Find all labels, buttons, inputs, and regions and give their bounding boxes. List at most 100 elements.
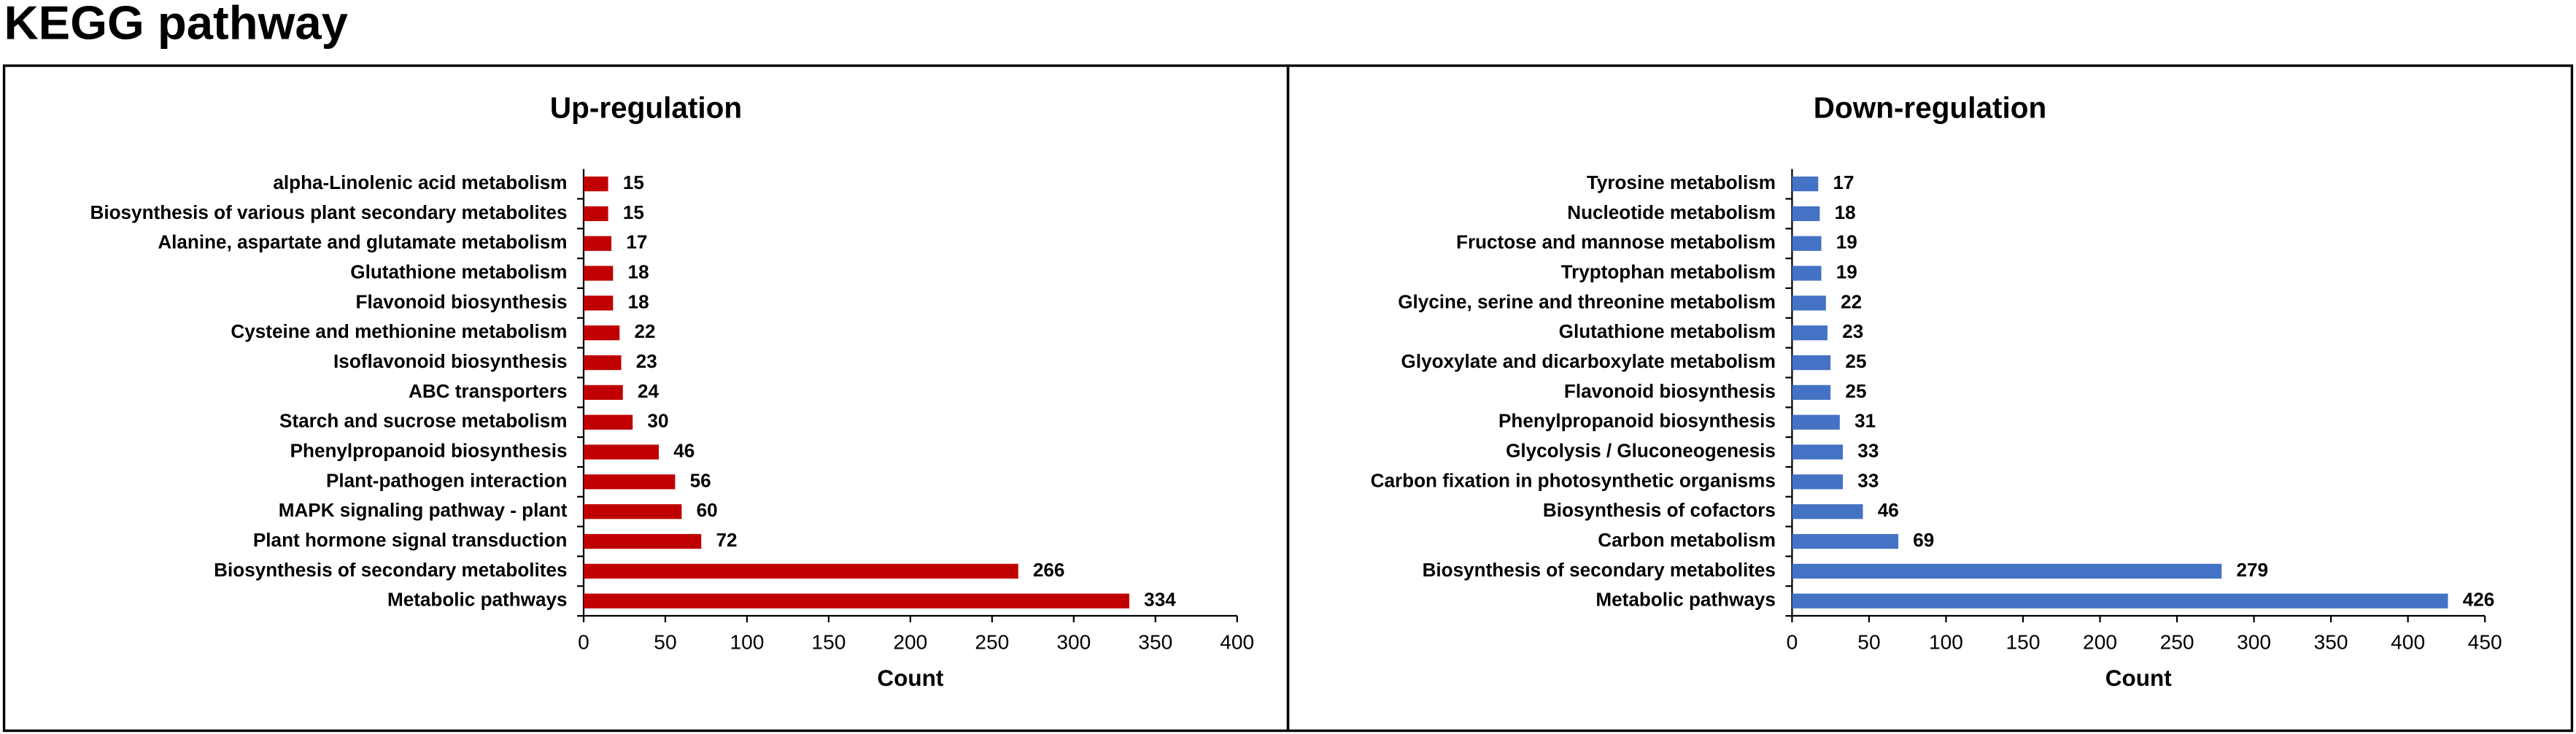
bar bbox=[1792, 355, 1831, 371]
bar bbox=[584, 325, 620, 341]
value-label: 18 bbox=[1835, 201, 1856, 223]
value-label: 19 bbox=[1836, 260, 1857, 282]
x-tick-label: 50 bbox=[1857, 631, 1880, 654]
category-label: Starch and sucrose metabolism bbox=[279, 410, 567, 432]
bar bbox=[1792, 504, 1863, 519]
bar bbox=[584, 414, 633, 430]
category-label: Glutathione metabolism bbox=[1559, 320, 1776, 342]
bar bbox=[584, 266, 614, 281]
bar bbox=[584, 385, 623, 401]
bar bbox=[1792, 176, 1819, 192]
category-label: alpha-Linolenic acid metabolism bbox=[273, 171, 567, 193]
bar bbox=[584, 236, 612, 251]
bar bbox=[1792, 474, 1844, 490]
x-tick-label: 100 bbox=[730, 631, 764, 654]
value-label: 56 bbox=[690, 469, 711, 491]
bar bbox=[584, 474, 676, 490]
x-axis-label: Count bbox=[2105, 665, 2172, 691]
category-label: Tryptophan metabolism bbox=[1561, 260, 1776, 282]
bar bbox=[584, 355, 622, 371]
x-tick-label: 250 bbox=[975, 631, 1009, 654]
x-tick-label: 0 bbox=[578, 631, 589, 654]
category-label: Fructose and mannose metabolism bbox=[1456, 231, 1776, 253]
x-tick-label: 150 bbox=[2006, 631, 2041, 654]
value-label: 23 bbox=[1842, 320, 1863, 342]
x-tick-label: 100 bbox=[1929, 631, 1963, 654]
value-label: 25 bbox=[1845, 380, 1866, 402]
x-tick-label: 200 bbox=[2083, 631, 2117, 654]
category-label: Flavonoid biosynthesis bbox=[356, 290, 568, 312]
bar bbox=[584, 533, 702, 549]
value-label: 72 bbox=[716, 529, 737, 551]
value-label: 31 bbox=[1854, 410, 1876, 432]
bar bbox=[1792, 295, 1826, 311]
value-label: 15 bbox=[623, 171, 644, 193]
category-label: Glycine, serine and threonine metabolism bbox=[1398, 290, 1776, 312]
category-label: Biosynthesis of various plant secondary … bbox=[90, 201, 568, 223]
bar bbox=[1792, 206, 1820, 222]
x-tick-label: 400 bbox=[1220, 631, 1254, 654]
category-label: Glyoxylate and dicarboxylate metabolism bbox=[1401, 350, 1776, 372]
x-axis-label: Count bbox=[877, 665, 943, 691]
value-label: 334 bbox=[1144, 589, 1176, 611]
value-label: 24 bbox=[638, 380, 660, 402]
bar bbox=[1792, 563, 2222, 579]
category-label: Metabolic pathways bbox=[387, 589, 568, 611]
value-label: 25 bbox=[1845, 350, 1866, 372]
category-label: Alanine, aspartate and glutamate metabol… bbox=[158, 231, 567, 253]
x-tick-label: 450 bbox=[2468, 631, 2502, 654]
category-label: ABC transporters bbox=[409, 380, 568, 402]
bar bbox=[584, 563, 1018, 579]
bar bbox=[584, 593, 1129, 609]
category-label: Glutathione metabolism bbox=[350, 260, 567, 282]
value-label: 22 bbox=[635, 320, 656, 342]
bar bbox=[1792, 444, 1844, 460]
value-label: 30 bbox=[647, 410, 668, 432]
x-tick-label: 50 bbox=[654, 631, 676, 654]
category-label: Isoflavonoid biosynthesis bbox=[333, 350, 567, 372]
bar bbox=[1792, 236, 1822, 251]
value-label: 15 bbox=[623, 201, 644, 223]
category-label: Tyrosine metabolism bbox=[1587, 171, 1776, 193]
x-tick-label: 400 bbox=[2391, 631, 2425, 654]
bar bbox=[584, 176, 608, 192]
value-label: 266 bbox=[1033, 559, 1065, 581]
category-label: Nucleotide metabolism bbox=[1567, 201, 1776, 223]
category-label: Phenylpropanoid biosynthesis bbox=[1498, 410, 1776, 432]
category-label: Flavonoid biosynthesis bbox=[1564, 380, 1776, 402]
bar bbox=[584, 206, 608, 222]
chart-title: Up-regulation bbox=[550, 90, 742, 124]
category-label: Glycolysis / Gluconeogenesis bbox=[1506, 439, 1776, 461]
category-label: Metabolic pathways bbox=[1596, 589, 1776, 611]
value-label: 69 bbox=[1913, 529, 1934, 551]
bar bbox=[1792, 266, 1822, 281]
bar bbox=[584, 444, 660, 460]
category-label: Plant-pathogen interaction bbox=[326, 469, 568, 491]
value-label: 279 bbox=[2237, 559, 2269, 581]
bar bbox=[1792, 385, 1831, 401]
x-tick-label: 0 bbox=[1787, 631, 1798, 654]
category-label: Biosynthesis of cofactors bbox=[1543, 499, 1776, 521]
panel-frame bbox=[1286, 64, 2574, 733]
x-tick-label: 350 bbox=[1138, 631, 1172, 654]
value-label: 33 bbox=[1857, 469, 1879, 491]
bar bbox=[584, 295, 614, 311]
chart-title: Down-regulation bbox=[1814, 90, 2046, 124]
x-tick-label: 250 bbox=[2160, 631, 2194, 654]
x-tick-label: 300 bbox=[1056, 631, 1091, 654]
category-label: Carbon fixation in photosynthetic organi… bbox=[1371, 469, 1776, 491]
value-label: 33 bbox=[1857, 439, 1879, 461]
value-label: 17 bbox=[626, 231, 647, 253]
bar bbox=[1792, 325, 1827, 341]
value-label: 60 bbox=[697, 499, 718, 521]
category-label: Phenylpropanoid biosynthesis bbox=[290, 439, 568, 461]
value-label: 19 bbox=[1836, 231, 1857, 253]
bar bbox=[1792, 533, 1899, 549]
x-tick-label: 150 bbox=[811, 631, 846, 654]
x-tick-label: 200 bbox=[893, 631, 927, 654]
category-label: MAPK signaling pathway - plant bbox=[279, 499, 568, 521]
x-tick-label: 300 bbox=[2237, 631, 2271, 654]
value-label: 426 bbox=[2463, 589, 2495, 611]
category-label: Biosynthesis of secondary metabolites bbox=[214, 559, 567, 581]
